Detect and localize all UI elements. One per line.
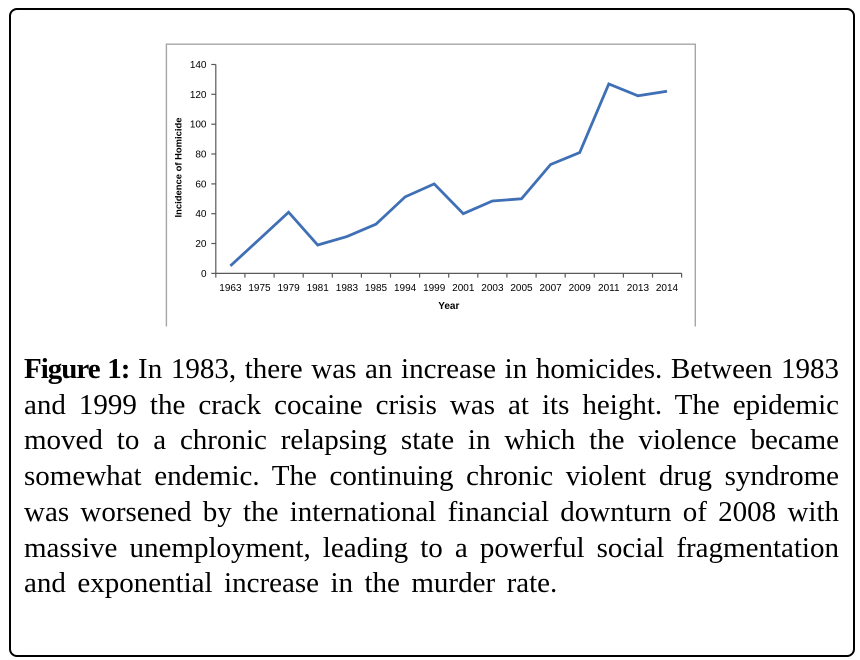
- svg-text:1994: 1994: [394, 283, 417, 294]
- svg-text:1983: 1983: [336, 283, 359, 294]
- svg-text:20: 20: [195, 239, 207, 250]
- svg-text:2005: 2005: [510, 283, 533, 294]
- svg-text:1975: 1975: [248, 283, 271, 294]
- svg-text:1981: 1981: [307, 283, 330, 294]
- svg-text:Year: Year: [438, 301, 459, 312]
- svg-text:80: 80: [195, 150, 207, 161]
- svg-text:1979: 1979: [277, 283, 300, 294]
- svg-text:40: 40: [195, 209, 207, 220]
- svg-text:2003: 2003: [481, 283, 504, 294]
- svg-text:2011: 2011: [598, 283, 620, 294]
- svg-text:1985: 1985: [365, 283, 388, 294]
- svg-text:100: 100: [190, 120, 207, 131]
- svg-text:1999: 1999: [423, 283, 446, 294]
- svg-text:60: 60: [195, 179, 207, 190]
- svg-text:2014: 2014: [656, 283, 679, 294]
- svg-text:2013: 2013: [627, 283, 650, 294]
- svg-text:1963: 1963: [219, 283, 242, 294]
- svg-text:2007: 2007: [539, 283, 562, 294]
- svg-text:140: 140: [190, 60, 207, 71]
- svg-text:Incidence of Homicide: Incidence of Homicide: [173, 118, 184, 218]
- svg-text:120: 120: [190, 90, 207, 101]
- svg-text:2009: 2009: [569, 283, 592, 294]
- svg-text:0: 0: [201, 269, 207, 280]
- svg-text:2001: 2001: [452, 283, 475, 294]
